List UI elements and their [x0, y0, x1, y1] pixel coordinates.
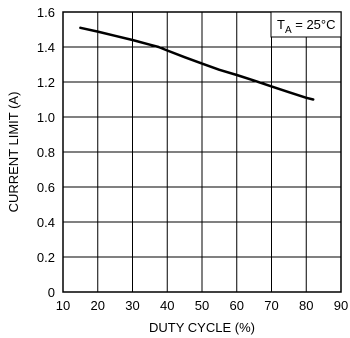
annotation-rest: = 25°C [292, 17, 336, 32]
x-tick-label: 60 [230, 298, 244, 313]
plot-frame [62, 11, 342, 293]
condition-annotation: TA = 25°C [270, 11, 342, 38]
y-tick-label: 0.6 [37, 180, 55, 195]
y-tick-labels: 0 0.2 0.4 0.6 0.8 1.0 1.2 1.4 1.6 [37, 5, 55, 300]
x-tick-label: 70 [264, 298, 278, 313]
x-tick-label: 90 [334, 298, 348, 313]
y-tick-label: 0.2 [37, 250, 55, 265]
annotation-subscript: A [285, 25, 292, 36]
annotation-main: T [277, 17, 285, 32]
x-tick-label: 30 [125, 298, 139, 313]
y-tick-label: 1.6 [37, 5, 55, 20]
grid-lines [62, 11, 342, 293]
x-tick-label: 20 [91, 298, 105, 313]
series-line [79, 26, 315, 101]
y-tick-label: 0 [48, 285, 55, 300]
x-axis-label: DUTY CYCLE (%) [149, 320, 255, 335]
x-tick-label: 80 [299, 298, 313, 313]
x-tick-label: 40 [160, 298, 174, 313]
x-tick-labels: 10 20 30 40 50 60 70 80 90 [56, 298, 348, 313]
x-tick-label: 50 [195, 298, 209, 313]
y-tick-label: 1.0 [37, 110, 55, 125]
y-tick-label: 1.2 [37, 75, 55, 90]
y-tick-label: 1.4 [37, 40, 55, 55]
data-series [79, 26, 315, 101]
y-tick-label: 0.4 [37, 215, 55, 230]
x-tick-label: 10 [56, 298, 70, 313]
temperature-label: TA = 25°C [277, 17, 336, 36]
y-axis-label: CURRENT LIMIT (A) [6, 92, 21, 213]
y-tick-label: 0.8 [37, 145, 55, 160]
